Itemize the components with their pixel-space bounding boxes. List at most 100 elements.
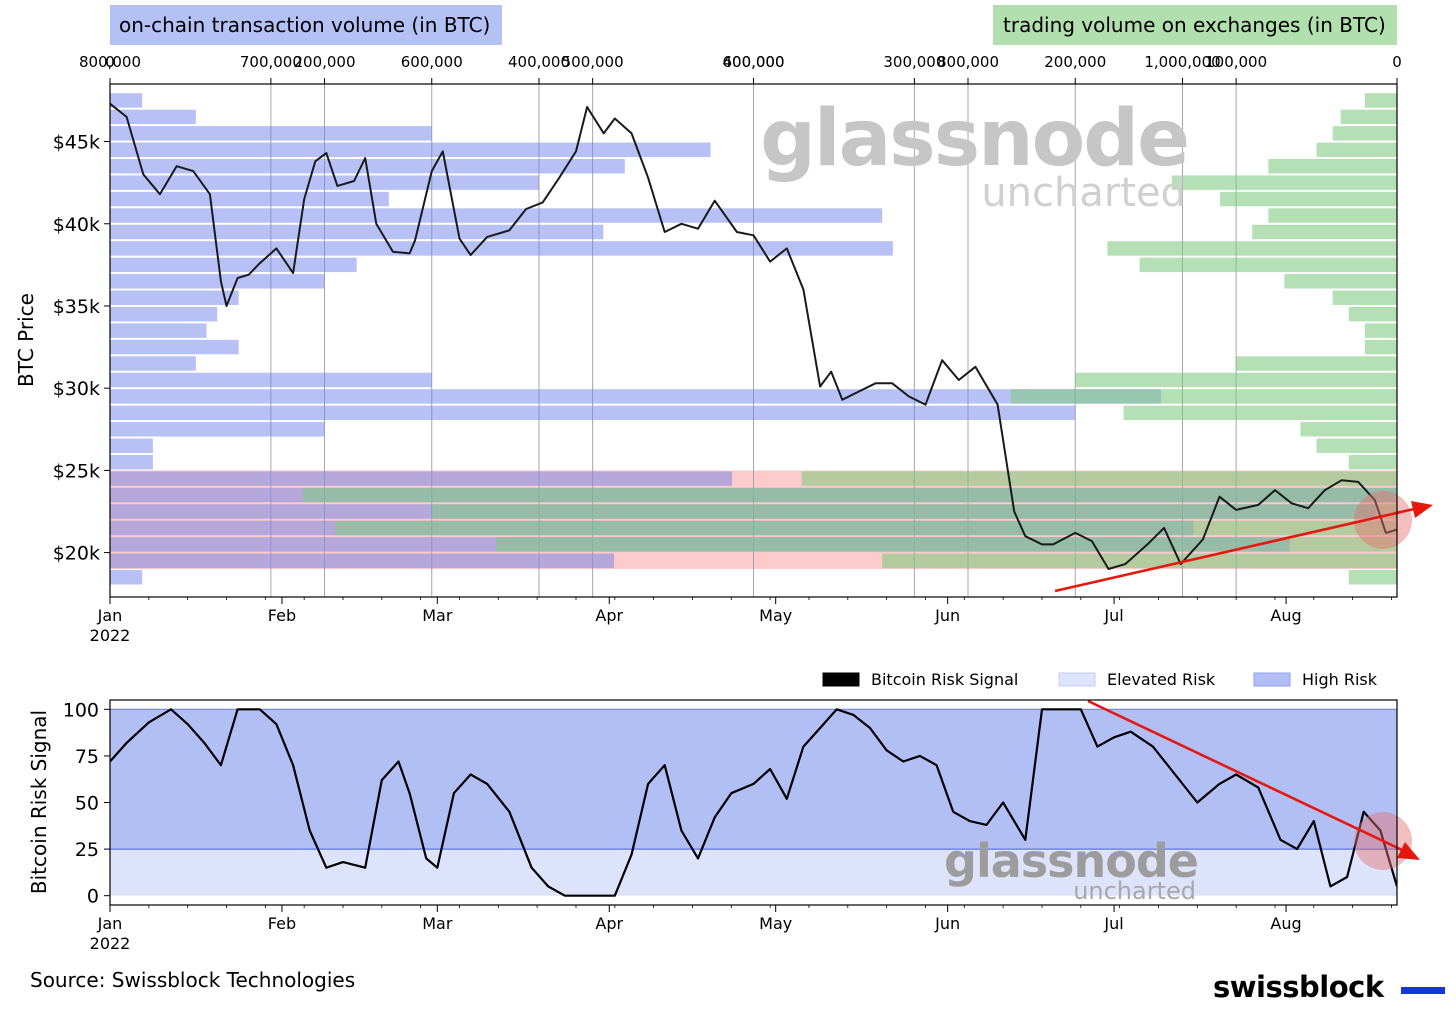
exchange-volume-bar [303,487,1397,503]
exchange-volume-bar [335,520,1397,536]
risk-x-tick-label: Mar [422,914,453,933]
exchange-axis-tick-label: 500,000 [562,53,624,71]
exchange-volume-bar [1332,126,1397,141]
exchange-axis-tick-label: 300,000 [883,53,945,71]
onchain-axis-tick-label: 1,000,000 [1144,53,1220,71]
exchange-volume-header-label: trading volume on exchanges (in BTC) [1003,13,1386,37]
exchange-volume-bar [1364,93,1397,108]
watermark-main-bottom: glassnode [944,834,1198,888]
exchange-volume-bar [1316,142,1397,157]
price-x-tick-label: Aug [1270,606,1301,625]
exchange-volume-header: trading volume on exchanges (in BTC) [993,5,1397,45]
watermark-sub: uncharted [981,170,1186,216]
risk-x-tick-label: May [759,914,792,933]
onchain-volume-bar [110,109,196,125]
risk-x-tick-label: Apr [595,914,623,933]
onchain-axis-tick-label: 400,000 [508,53,570,71]
onchain-volume-bar [110,241,893,256]
risk-year-label: 2022 [90,934,131,953]
onchain-volume-bar [110,356,196,371]
exchange-volume-bar [1300,422,1397,437]
price-year-label: 2022 [90,626,131,645]
exchange-axis-tick-label: 800,000 [79,53,141,71]
price-y-tick-label: $25k [53,460,100,482]
exchange-volume-bar [1252,224,1397,240]
onchain-volume-header-label: on-chain transaction volume (in BTC) [119,13,490,37]
swissblock-logo-bar [1401,987,1445,994]
price-x-tick-label: Feb [268,606,296,625]
watermark-main: glassnode [760,94,1188,184]
legend-swatch [1058,672,1096,687]
onchain-volume-bar [110,323,207,338]
exchange-volume-bar [1348,454,1397,470]
exchange-volume-bar [1268,208,1397,223]
risk-series-line [110,708,1397,897]
onchain-volume-bar [110,126,432,141]
exchange-volume-bar [1332,290,1397,305]
price-uptrend-arrowhead [1411,501,1433,518]
onchain-volume-bar [110,422,325,437]
exchange-axis-tick-label: 100,000 [1205,53,1267,71]
exchange-volume-bars [303,93,1397,585]
risk-signal-line [110,708,1397,897]
risk-legend: Bitcoin Risk Signal Elevated Risk High Ris… [822,670,1378,689]
legend-label: Bitcoin Risk Signal [871,670,1018,689]
risk-x-tick-label: Feb [268,914,296,933]
exchange-axis-tick-label: 700,000 [240,53,302,71]
risk-downtrend-arrow [1087,699,1403,852]
onchain-axis-tick-label: 0 [105,53,115,71]
exchange-volume-bar [801,471,1397,486]
onchain-volume-bar [110,306,218,322]
exchange-volume-bar [1010,389,1397,404]
onchain-volume-bar [110,175,539,190]
elevated-risk-band [110,849,1397,896]
exchange-volume-bar [1316,438,1397,453]
price-y-label: BTC Price [14,293,38,387]
exchange-volume-bar [431,504,1397,519]
exchange-axis-tick-label: 400,000 [722,53,784,71]
exchange-axis-tick-label: 600,000 [401,53,463,71]
legend-label: High Risk [1302,670,1378,689]
exchange-volume-bar [1348,570,1397,585]
price-x-axis: Jan Feb Mar Apr May Jun Jul Aug 2022 [90,597,1392,645]
exchange-volume-bar [1123,405,1397,421]
exchange-volume-bar [1268,158,1397,174]
onchain-volume-bar [110,257,357,273]
onchain-axis-tick-label: 600,000 [722,53,784,71]
high-risk-band [110,709,1397,850]
exchange-volume-bar [1364,323,1397,338]
onchain-volume-bar [110,372,432,388]
onchain-axis-tick-label: 200,000 [293,53,355,71]
risk-x-tick-label: Jan [97,914,123,933]
price-y-axis: $20k $25k $30k $35k $40k $45k [53,132,110,565]
price-y-tick-label: $20k [53,543,100,565]
exchange-axis-tick-label: 0 [1392,53,1402,71]
price-uptrend-arrow [1054,507,1415,593]
source-note: Source: Swissblock Technologies [30,968,356,992]
price-x-tick-label: Apr [595,606,623,625]
price-x-tick-label: May [759,606,792,625]
exchange-volume-header-box [993,5,1397,45]
onchain-volume-bar [110,208,883,223]
onchain-volume-bar [110,93,143,108]
onchain-volume-bar [110,553,615,569]
risk-y-tick-label: 75 [75,746,99,768]
price-y-tick-label: $30k [53,378,100,400]
exchange-volume-axis: 0100,000200,000300,000400,000500,000600,… [79,53,1402,84]
price-x-tick-label: Jun [934,606,960,625]
risk-y-tick-label: 50 [75,793,99,815]
onchain-axis-tick-label: 800,000 [937,53,999,71]
onchain-volume-bar [110,454,153,470]
exchange-volume-bar [1220,191,1397,207]
exchange-volume-bar [1284,274,1397,289]
price-y-tick-label: $40k [53,214,100,236]
onchain-volume-bar [110,389,1162,404]
watermark-sub-bottom: uncharted [1073,877,1196,905]
onchain-volume-bar [110,290,239,305]
onchain-volume-bar [110,339,239,355]
exchange-volume-bar [1340,109,1397,125]
risk-y-label: Bitcoin Risk Signal [27,710,51,894]
risk-x-axis: Jan Feb Mar Apr May Jun Jul Aug 2022 [90,905,1392,953]
glassnode-watermark-bottom: glassnode uncharted [944,834,1199,905]
